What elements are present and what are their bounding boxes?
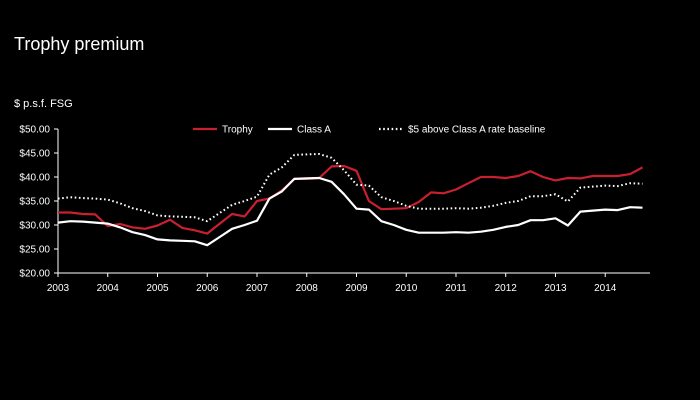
legend-label: Trophy: [222, 125, 253, 136]
plot-area: [57, 153, 644, 247]
x-tick-label: 2009: [345, 283, 368, 294]
series-line-5-above-class-a-rate-baseline: [57, 153, 643, 223]
x-tick-labels: 2003 2004 2005 2006 2007 2008 2009 2010 2011 2012…: [47, 283, 617, 294]
x-tick-label: 2011: [445, 283, 467, 294]
legend: Trophy Class A $5 above Class A rate basel…: [193, 125, 546, 136]
y-tick-label: $35.00: [19, 197, 50, 208]
legend-label: $5 above Class A rate baseline: [408, 125, 546, 136]
chart-title: Trophy premium: [14, 34, 145, 54]
x-tick-label: 2006: [196, 283, 219, 294]
y-tick-label: $20.00: [19, 269, 50, 280]
x-tick-label: 2008: [296, 283, 319, 294]
y-tick-label: $50.00: [19, 125, 50, 136]
y-tick-label: $30.00: [19, 221, 50, 232]
axes: [54, 128, 650, 277]
x-tick-label: 2004: [97, 283, 120, 294]
y-axis-unit-label: $ p.s.f. FSG: [14, 98, 73, 110]
y-tick-label: $40.00: [19, 173, 50, 184]
series-line-class-a: [57, 176, 643, 247]
x-tick-label: 2012: [495, 283, 518, 294]
y-tick-label: $25.00: [19, 245, 50, 256]
x-tick-label: 2013: [544, 283, 567, 294]
y-tick-label: $45.00: [19, 149, 50, 160]
series-line-trophy: [58, 164, 644, 235]
x-tick-label: 2003: [47, 283, 70, 294]
y-tick-labels: $20.00 $25.00 $30.00 $35.00 $40.00 $45.00 $50.…: [19, 125, 50, 280]
x-tick-label: 2007: [246, 283, 269, 294]
x-tick-label: 2010: [395, 283, 418, 294]
x-tick-label: 2014: [594, 283, 617, 294]
legend-label: Class A: [297, 125, 331, 136]
x-tick-label: 2005: [146, 283, 169, 294]
